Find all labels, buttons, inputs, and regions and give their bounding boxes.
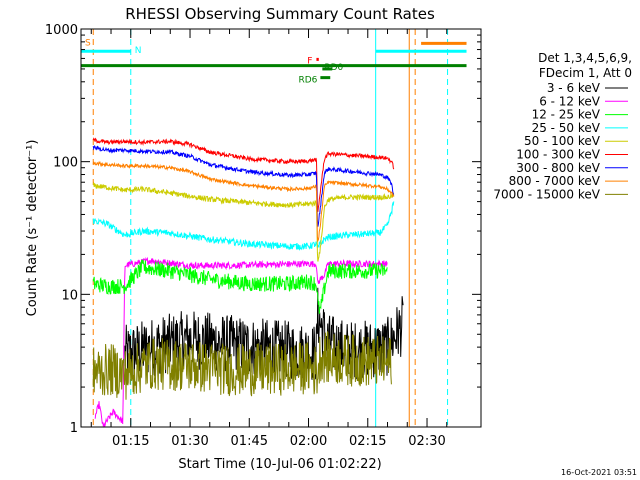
plot-area: S N F RD0 RD6 [81, 29, 467, 428]
flag-label: N [135, 46, 142, 56]
y-tick-label: 100 [53, 156, 78, 171]
legend-entry-label: 6 - 12 keV [539, 94, 601, 108]
legend-entry-label: 7000 - 15000 keV [493, 187, 600, 201]
y-tick-label: 1000 [45, 23, 78, 38]
flag-label: RD6 [298, 76, 317, 86]
series-line [92, 331, 392, 400]
series-line [92, 259, 388, 314]
x-tick-label: 02:00 [290, 434, 327, 449]
chart-title: RHESSI Observing Summary Count Rates [125, 5, 435, 23]
y-axis-label: Count Rate (s⁻¹ detector⁻¹) [25, 140, 40, 317]
legend-entry-label: 25 - 50 keV [532, 121, 601, 135]
series-line [92, 137, 395, 212]
footer-timestamp: 16-Oct-2021 03:51 [561, 468, 637, 477]
series-line [92, 201, 395, 251]
y-axis: 1 10 100 1000 [45, 23, 481, 436]
y-tick-label: 10 [61, 288, 78, 303]
plot-frame [80, 28, 482, 428]
flag-label: F [307, 56, 312, 66]
legend-header-line-1: Det 1,3,4,5,6,9, [538, 51, 632, 65]
series-line [94, 256, 388, 428]
legend-header-line-2: FDecim 1, Att 0 [539, 66, 632, 80]
legend-entry-label: 300 - 800 keV [516, 161, 600, 175]
x-tick-label: 01:45 [231, 434, 268, 449]
x-tick-label: 01:15 [112, 434, 149, 449]
legend: Det 1,3,4,5,6,9, FDecim 1, Att 0 3 - 6 k… [493, 51, 632, 201]
series-line [92, 181, 395, 262]
x-axis: 01:15 01:30 01:45 02:00 02:15 02:30 [90, 29, 448, 449]
flag-label: S [85, 38, 91, 48]
series-line [92, 144, 394, 227]
legend-entry-label: 800 - 7000 keV [509, 174, 601, 188]
legend-entry-label: 12 - 25 keV [532, 108, 601, 122]
x-tick-label: 02:30 [408, 434, 445, 449]
x-tick-label: 01:30 [171, 434, 208, 449]
legend-entry-label: 50 - 100 keV [524, 134, 601, 148]
series-line [92, 160, 395, 243]
legend-entry-label: 3 - 6 keV [547, 81, 601, 95]
flag-label: RD0 [324, 63, 343, 73]
legend-entry-label: 100 - 300 keV [516, 148, 600, 162]
x-tick-label: 02:15 [349, 434, 386, 449]
y-tick-label: 1 [70, 421, 78, 436]
x-axis-label: Start Time (10-Jul-06 01:02:22) [178, 457, 381, 472]
